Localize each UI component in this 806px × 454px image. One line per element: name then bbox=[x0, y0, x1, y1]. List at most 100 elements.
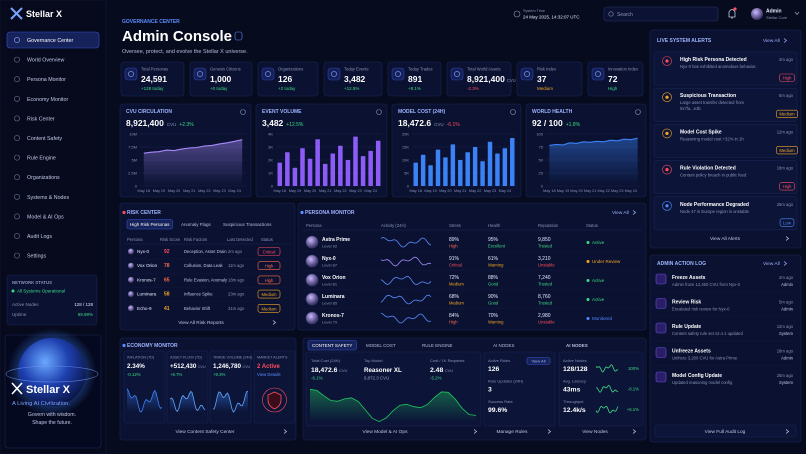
button-label[interactable]: View All bbox=[532, 359, 546, 364]
x-tick-label: May 19 bbox=[424, 189, 436, 193]
link[interactable]: View All Risk Reports bbox=[178, 320, 224, 326]
y-tick-label: 1K bbox=[268, 171, 273, 176]
nav-item[interactable]: Rule Engine bbox=[27, 156, 56, 162]
link[interactable]: View Model & AI Ops bbox=[363, 429, 409, 435]
label: Top Model bbox=[364, 358, 383, 363]
alert-card bbox=[653, 124, 798, 158]
line bbox=[549, 137, 638, 146]
label: Level 79 bbox=[322, 320, 338, 325]
x-tick-label: May 24 bbox=[625, 189, 637, 193]
log-icon bbox=[655, 273, 667, 285]
icon bbox=[300, 210, 304, 215]
search-box bbox=[603, 6, 719, 22]
nav-item[interactable]: Risk Center bbox=[27, 116, 55, 122]
link[interactable]: View All Alerts bbox=[710, 236, 741, 242]
nav-icon bbox=[14, 154, 20, 161]
nav-icon bbox=[14, 37, 20, 43]
label: 88% bbox=[488, 275, 499, 281]
avatar bbox=[305, 235, 319, 249]
bar bbox=[338, 145, 343, 186]
y-tick-label: 20K bbox=[402, 132, 409, 137]
nav-item[interactable]: World Overview bbox=[27, 58, 64, 64]
label: GOVERNANCE CENTER bbox=[122, 19, 180, 25]
tab[interactable]: High Risk Personas bbox=[130, 222, 170, 227]
label: High Risk Persona Detected bbox=[680, 57, 747, 63]
label: 0x7fa...e3b bbox=[680, 106, 701, 111]
sparkline-area bbox=[170, 391, 205, 412]
label: ADMIN ACTION LOG bbox=[657, 261, 706, 267]
alert-card bbox=[653, 87, 798, 122]
tab[interactable]: CONTENT SAFETY bbox=[312, 343, 352, 348]
label: 25m ago bbox=[777, 373, 794, 378]
tab[interactable]: MODEL COST bbox=[366, 343, 396, 348]
nav-item[interactable]: Economy Monitor bbox=[27, 97, 68, 103]
label: Freeze Assets bbox=[672, 275, 706, 281]
badge-dot bbox=[733, 7, 737, 11]
label: Reasoner XL bbox=[364, 367, 402, 374]
bar bbox=[428, 165, 433, 186]
economy-card bbox=[253, 350, 296, 424]
label: 92 / 100 bbox=[532, 118, 563, 128]
alert-card bbox=[653, 51, 798, 86]
x-tick-label: May 23 bbox=[484, 189, 496, 193]
economy-card bbox=[123, 350, 166, 424]
tab[interactable]: Suspicious Transactions bbox=[223, 222, 272, 227]
bar bbox=[510, 137, 515, 186]
link[interactable]: View All bbox=[763, 261, 780, 267]
sparkline bbox=[380, 294, 432, 305]
label: 18,472.6 bbox=[398, 118, 431, 128]
link[interactable]: Manage Rules bbox=[497, 429, 529, 435]
label: 99.98% bbox=[78, 312, 93, 317]
nav-item[interactable]: Persona Monitor bbox=[27, 77, 66, 83]
kpi-glyph bbox=[331, 71, 337, 77]
search-input[interactable]: Search bbox=[617, 12, 633, 18]
nav-item[interactable]: Governance Center bbox=[27, 38, 73, 44]
link[interactable]: View Content Safety Center bbox=[175, 429, 235, 435]
sparkline bbox=[595, 384, 619, 393]
label: 18m ago bbox=[777, 166, 794, 171]
link[interactable]: View Nodes bbox=[582, 429, 608, 435]
tab[interactable]: AI NODES bbox=[493, 343, 515, 348]
tab[interactable]: Anomaly Flags bbox=[181, 222, 212, 227]
label: Today Trades bbox=[408, 67, 433, 72]
nav-item[interactable]: Organizations bbox=[27, 175, 60, 181]
avatar bbox=[305, 311, 319, 325]
label: Total Personas bbox=[141, 67, 168, 72]
y-tick-label: 3K bbox=[268, 145, 273, 150]
sparkline bbox=[595, 405, 619, 414]
nav-item[interactable]: Content Safety bbox=[27, 136, 62, 142]
label: Active bbox=[592, 240, 605, 245]
area bbox=[143, 139, 243, 186]
link[interactable]: View All bbox=[763, 38, 780, 44]
bar bbox=[307, 158, 313, 186]
label: Admin bbox=[781, 282, 794, 287]
label: Influence Spike bbox=[184, 292, 213, 297]
label: Stellar X bbox=[26, 384, 71, 396]
label: +2 today bbox=[278, 86, 296, 91]
label[interactable]: View Details bbox=[257, 372, 281, 377]
label: System bbox=[779, 331, 793, 336]
log-icon bbox=[655, 347, 667, 358]
nav-item[interactable]: Model & AI Ops bbox=[27, 214, 64, 220]
label: Trusted bbox=[538, 282, 553, 287]
avatar bbox=[305, 292, 319, 306]
label: 3,210 bbox=[538, 256, 551, 262]
y-tick-label: 75 bbox=[539, 145, 544, 150]
y-tick-label: 0 bbox=[407, 184, 410, 189]
status-badge bbox=[257, 303, 281, 313]
label: Vox Orion bbox=[137, 263, 158, 268]
nav-item[interactable]: Audit Logs bbox=[27, 234, 52, 240]
nav-item[interactable]: Systems & Nodes bbox=[27, 195, 69, 201]
label: Kronos-7 bbox=[137, 277, 156, 282]
tab[interactable]: RULE ENGINE bbox=[422, 343, 453, 348]
link[interactable]: View All bbox=[612, 210, 629, 216]
link[interactable]: View Full Audit Log bbox=[705, 429, 746, 435]
x-tick-label: May 19 bbox=[153, 189, 165, 193]
alert-ring bbox=[262, 387, 287, 413]
chevron bbox=[794, 11, 800, 16]
label: Uptime bbox=[12, 312, 27, 317]
nav-item[interactable]: Settings bbox=[27, 254, 46, 260]
status-badge bbox=[257, 289, 281, 299]
label: 126 bbox=[488, 366, 500, 373]
column-header: Stress bbox=[449, 223, 461, 228]
